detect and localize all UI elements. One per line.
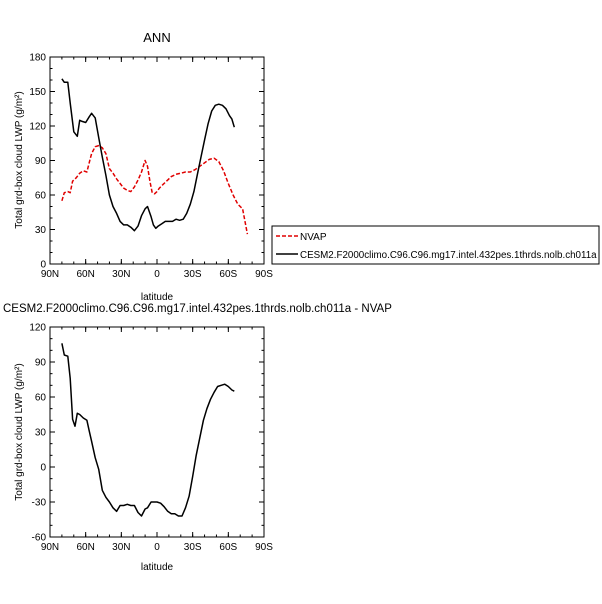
x-tick-label: 60N (76, 269, 94, 280)
x-tick-label: 30N (112, 269, 130, 280)
chart-title: CESM2.F2000climo.C96.C96.mg17.intel.432p… (3, 303, 392, 315)
y-tick-label: 60 (35, 191, 47, 202)
y-axis-label: Total grd-box cloud LWP (g/m²) (14, 363, 25, 500)
y-axis-label: Total grd-box cloud LWP (g/m²) (14, 91, 25, 228)
y-tick-label: 30 (35, 428, 47, 439)
chart-difference-lwp: CESM2.F2000climo.C96.C96.mg17.intel.432p… (3, 303, 392, 573)
chart-annual-lwp: ANN 90N 60N 30N 0 30S 60S 90S0306090120150180 … (14, 30, 600, 303)
y-tick-label: -60 (32, 533, 47, 544)
plot-area: 90N 60N 30N 0 30S 60S 90S 0 30 60 90 120 150 180 (29, 53, 273, 281)
x-tick-label: 30S (184, 269, 202, 280)
series-lines (61, 343, 235, 517)
series-line-1 (61, 144, 249, 235)
x-tick-label: 60N (76, 542, 94, 553)
y-tick-label: 30 (35, 225, 47, 236)
plot-frame (49, 56, 265, 265)
x-tick-label: 0 (154, 542, 160, 553)
y-tick-label: 0 (40, 260, 46, 271)
x-tick-label: 30S (184, 542, 202, 553)
x-tick-label: 90S (255, 542, 273, 553)
legend-label-nvap: NVAP (300, 232, 327, 243)
y-tick-label: 60 (35, 393, 47, 404)
legend: NVAP CESM2.F2000climo.C96.C96.mg17.intel… (271, 225, 600, 265)
y-tick-label: 120 (29, 122, 46, 133)
y-tick-label: 180 (29, 53, 46, 64)
legend-box (271, 225, 600, 265)
plot-area: 90N 60N 30N 0 30S 60S 90S -60 -30 0 30 60 90 120 (29, 323, 273, 554)
y-tick-label: 150 (29, 87, 46, 98)
y-tick-label: 120 (29, 323, 46, 334)
x-tick-label: 90N (41, 542, 59, 553)
x-axis-label: latitude (141, 292, 174, 303)
x-axis-label: latitude (141, 562, 174, 573)
x-tick-label: 30N (112, 542, 130, 553)
plot-frame (49, 326, 265, 538)
series-line-2 (61, 78, 236, 232)
series-line-1 (61, 343, 235, 517)
legend-label-cesm2: CESM2.F2000climo.C96.C96.mg17.intel.432p… (300, 250, 597, 261)
x-tick-label: 60S (219, 269, 237, 280)
series-lines (61, 78, 249, 235)
y-tick-label: 0 (40, 463, 46, 474)
x-tick-label: 60S (219, 542, 237, 553)
y-tick-label: 90 (35, 358, 47, 369)
x-tick-label: 90S (255, 269, 273, 280)
y-tick-label: 90 (35, 156, 47, 167)
y-tick-label: -30 (32, 498, 47, 509)
x-tick-label: 0 (154, 269, 160, 280)
chart-title: ANN (143, 30, 170, 45)
x-tick-label: 90N (41, 269, 59, 280)
